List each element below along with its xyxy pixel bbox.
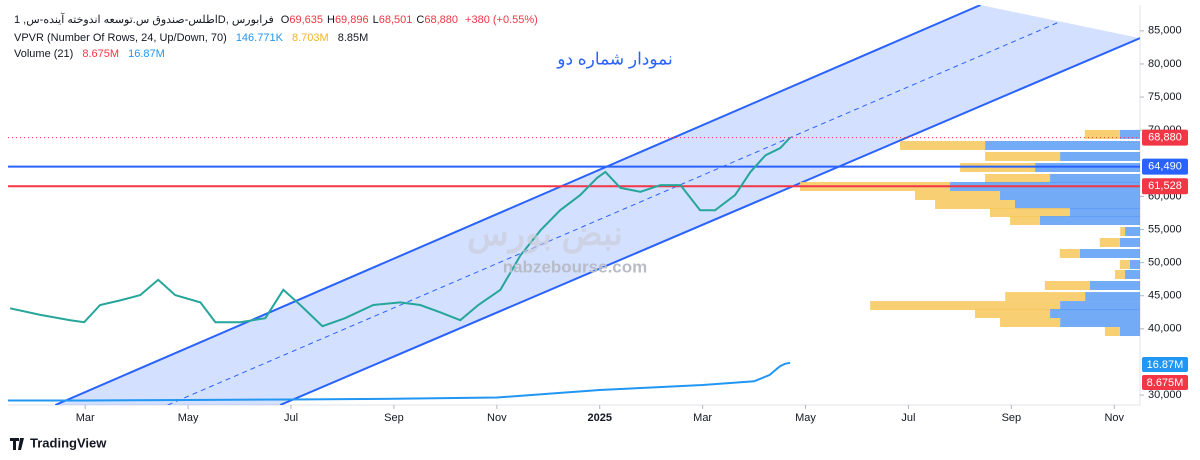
vpvr-down <box>1099 238 1120 248</box>
y-tick-label: 50,000 <box>1148 257 1182 269</box>
ohlc-key: O <box>281 14 290 26</box>
volume-value: 16.87M <box>128 48 165 60</box>
vpvr-down <box>1059 249 1080 259</box>
vpvr-up <box>1085 292 1140 302</box>
vpvr-up <box>1000 190 1140 200</box>
vpvr-down <box>900 140 986 150</box>
x-tick-label: Sep <box>1002 412 1022 424</box>
vpvr-up <box>1125 270 1140 279</box>
vpvr-down <box>870 301 1061 311</box>
ohlc-value: 68,880 <box>424 14 458 26</box>
x-tick-label: May <box>178 412 199 424</box>
channel-fill <box>55 5 1140 405</box>
vpvr-legend: VPVR (Number Of Rows, 24, Up/Down, 70) 1… <box>14 32 368 44</box>
watermark: nabzebourse.com <box>503 257 648 276</box>
x-tick-label: 2025 <box>587 412 611 424</box>
x-tick-label: Nov <box>487 412 507 424</box>
volume-badge <box>1142 357 1188 372</box>
annotation: نمودار شماره دو <box>556 49 672 69</box>
vpvr-up <box>1050 309 1140 319</box>
vpvr-up <box>1039 216 1140 226</box>
vpvr-down <box>935 200 1015 209</box>
x-tick-label: Sep <box>384 412 404 424</box>
vpvr-value: 8.703M <box>292 32 329 44</box>
symbol: اطلس-صندوق س.توسعه اندوخته آینده-س, 1D, … <box>14 13 274 26</box>
vpvr-up <box>1069 208 1140 218</box>
volume-value: 8.675M <box>82 48 119 60</box>
vpvr-down <box>985 151 1061 161</box>
channel-lower <box>279 37 1140 405</box>
vpvr-down <box>1104 327 1120 337</box>
volume-badge <box>1142 375 1188 390</box>
vpvr-down <box>1084 129 1120 139</box>
channel-upper <box>54 5 981 405</box>
vpvr-up <box>1050 173 1140 183</box>
brand-logo <box>10 438 24 450</box>
x-tick-label: Nov <box>1104 412 1124 424</box>
level-badge <box>1142 158 1188 175</box>
x-tick-label: Mar <box>76 412 95 424</box>
vpvr-up <box>1119 238 1140 248</box>
vpvr-down <box>914 190 1001 200</box>
vpvr-up <box>1089 280 1140 290</box>
brand: TradingView <box>30 435 107 450</box>
vpvr-down <box>975 309 1051 319</box>
vpvr-up <box>1060 301 1140 311</box>
x-tick-label: May <box>795 412 816 424</box>
x-tick-label: Jul <box>284 412 298 424</box>
vpvr-down <box>1005 292 1086 302</box>
vpvr-down <box>1119 260 1130 269</box>
x-tick-label: Mar <box>693 412 712 424</box>
vpvr-up <box>1125 227 1140 237</box>
y-tick-label: 80,000 <box>1148 58 1182 70</box>
vpvr-down <box>1114 270 1126 279</box>
vpvr-up <box>1079 249 1140 259</box>
vpvr-up <box>1060 318 1140 328</box>
volume-badge-label: 16.87M <box>1147 359 1184 371</box>
y-tick-label: 45,000 <box>1148 290 1182 302</box>
volume-legend: Volume (21) 8.675M 16.87M <box>14 48 165 60</box>
vpvr-down <box>1000 318 1061 328</box>
watermark-logo: نبض بورس <box>467 215 623 254</box>
vpvr-down <box>1120 227 1126 237</box>
vpvr-up <box>1129 260 1140 269</box>
volume-title: Volume (21) <box>14 48 73 60</box>
ohlc-key: L <box>373 14 379 26</box>
vpvr-title: VPVR (Number Of Rows, 24, Up/Down, 70) <box>14 32 227 44</box>
vpvr-up <box>1119 327 1140 337</box>
volume-ma-line <box>8 361 791 402</box>
y-tick-label: 75,000 <box>1148 91 1182 103</box>
ohlc-value: 69,635 <box>289 14 323 26</box>
vpvr-value: 146.771K <box>236 32 284 44</box>
ohlc-key: H <box>327 14 335 26</box>
plot-area <box>8 5 1140 405</box>
vpvr-up <box>1014 200 1140 209</box>
y-tick-label: 30,000 <box>1148 389 1182 401</box>
vpvr-down <box>989 208 1070 218</box>
volume-badge-label: 8.675M <box>1147 377 1184 389</box>
y-tick-label: 85,000 <box>1148 25 1182 37</box>
price-line <box>9 136 791 328</box>
vpvr-up <box>1060 151 1140 161</box>
vpvr-up <box>1119 129 1140 139</box>
level-label: 61,528 <box>1148 180 1182 192</box>
legend-line: اطلس-صندوق س.توسعه اندوخته آینده-س, 1D, … <box>14 13 538 26</box>
vpvr-down <box>985 173 1051 183</box>
ohlc-value: 68,501 <box>379 14 413 26</box>
level-badge <box>1142 178 1188 195</box>
y-tick-label: 40,000 <box>1148 323 1182 335</box>
ohlc-key: C <box>416 14 424 26</box>
vpvr-down <box>1010 216 1040 226</box>
last-price-label: 68,880 <box>1148 131 1182 143</box>
change: +380 (+0.55%) <box>465 14 538 26</box>
ohlc-value: 69,896 <box>335 14 369 26</box>
level-label: 64,490 <box>1148 161 1182 173</box>
vpvr-down <box>1044 280 1090 290</box>
vpvr-value: 8.85M <box>338 32 369 44</box>
last-price-badge <box>1142 129 1188 146</box>
vpvr-up <box>985 140 1140 150</box>
y-tick-label: 55,000 <box>1148 223 1182 235</box>
x-tick-label: Jul <box>901 412 915 424</box>
